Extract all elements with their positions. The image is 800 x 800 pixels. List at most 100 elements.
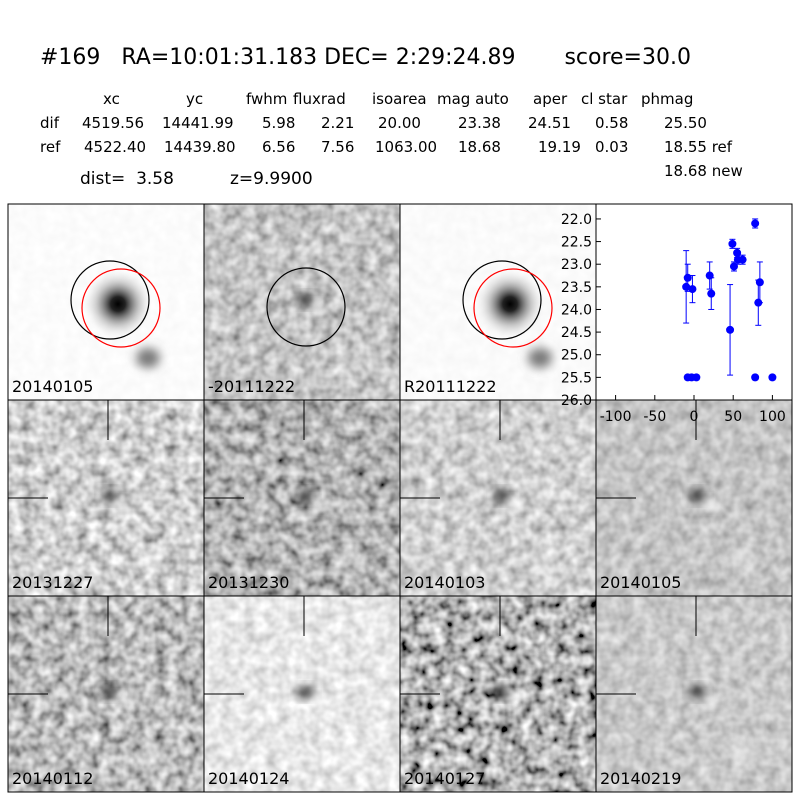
panel-label: 20140127 [404,769,485,788]
point [729,262,738,271]
light-spot [729,548,753,568]
dark-spot [494,490,510,502]
panel-label: 20140103 [404,573,485,592]
point [738,255,747,264]
point [705,271,714,280]
table-cell: 0.03 [595,138,628,156]
y-tick-label: 25.5 [561,370,592,386]
dark-spot [494,686,510,698]
table-cell: 14441.99 [162,114,234,132]
image-stamp [8,400,204,596]
light-spot [337,548,361,568]
light-spot [114,498,130,510]
column-header: aper [533,90,568,108]
x-tick-label: 50 [724,409,742,425]
light-spot [114,694,130,706]
panel-label: 20140105 [600,573,681,592]
table-cell: 1063.00 [375,138,437,156]
table-cell: 5.98 [262,114,295,132]
ring [81,268,161,348]
point [688,285,697,294]
x-tick-label: -50 [643,409,666,425]
image-stamp [596,596,792,792]
light-spot [729,744,753,764]
point [768,373,777,382]
panel-label: 20140112 [12,769,93,788]
ring [473,268,553,348]
point [726,325,735,334]
point [683,273,692,282]
x-tick-label: -100 [600,409,632,425]
column-header: cl star [581,90,628,108]
image-stamp [204,400,400,596]
light-spot [310,498,326,510]
column-header: fluxrad [293,90,346,108]
y-tick-label: 24.5 [561,325,592,341]
panel-frame [595,595,793,793]
table-cell: 23.38 [458,114,501,132]
point [733,248,742,257]
dark-spot [298,490,314,502]
panel-label: 20140219 [600,769,681,788]
table-cell: 20.00 [378,114,421,132]
point [751,219,760,228]
x-tick-label: 0 [690,409,699,425]
neighbour [136,348,160,368]
light-spot [702,498,718,510]
table-cell: 25.50 [664,114,707,132]
x-tick-label: 100 [759,409,786,425]
table-cell: ref [40,138,61,156]
panel-label: 20131230 [208,573,289,592]
point [755,278,764,287]
y-tick-label: 23.0 [561,257,592,273]
point [728,239,737,248]
dark-spot [690,686,706,698]
image-stamp [400,596,596,792]
table-cell: 7.56 [321,138,354,156]
column-header: yc [186,90,203,108]
column-header: xc [103,90,120,108]
light-spot [337,352,361,372]
dark-spot [298,294,314,306]
y-tick-label: 22.5 [561,235,592,251]
table-cell: 2.21 [321,114,354,132]
ring [266,267,346,347]
column-header: mag auto [437,90,509,108]
table-cell: 4522.40 [84,138,146,156]
light-spot [533,548,557,568]
image-stamp [8,596,204,792]
table-cell: 14439.80 [164,138,236,156]
image-stamp [204,204,400,400]
light-spot [310,694,326,706]
dark-spot [102,490,118,502]
point [707,289,716,298]
light-spot [506,694,522,706]
table-cell: 18.68 [458,138,501,156]
light-spot [310,302,326,314]
table-cell: 6.56 [262,138,295,156]
plot-area [595,203,793,401]
image-stamp [596,400,792,596]
dark-spot [298,686,314,698]
source [82,268,154,340]
table-cell: 18.55 ref [664,138,733,156]
dist: dist= 3.58 [80,169,174,189]
table-cell: 4519.56 [82,114,144,132]
y-tick-label: 26.0 [561,393,592,409]
extra-mag: 18.68 new [664,162,743,180]
image-stamp [400,400,596,596]
image-stamp [8,204,204,400]
table-cell: 0.58 [595,114,628,132]
light-spot [702,694,718,706]
panel-label: -20111222 [208,377,295,396]
title: #169 RA=10:01:31.183 DEC= 2:29:24.89 sco… [40,45,691,70]
table-cell: dif [40,114,60,132]
ring [462,260,542,340]
point [751,373,760,382]
dark-spot [690,490,706,502]
light-spot [141,548,165,568]
y-tick-label: 22.0 [561,212,592,228]
column-header: isoarea [372,90,427,108]
redshift: z=9.9900 [230,169,313,189]
